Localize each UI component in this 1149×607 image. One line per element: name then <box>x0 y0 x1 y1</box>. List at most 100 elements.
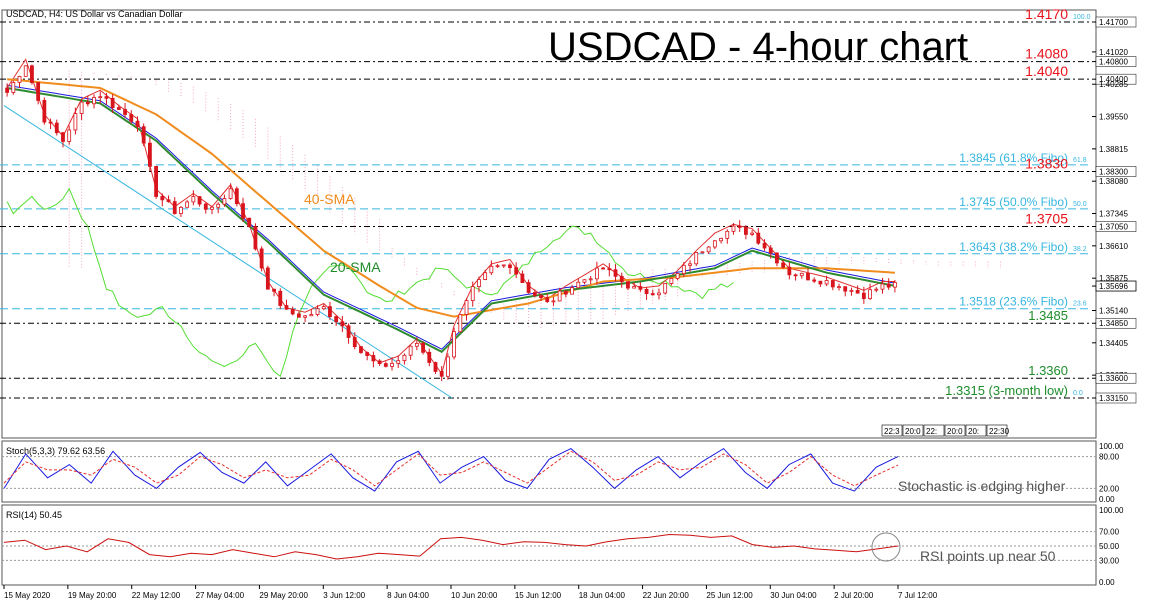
sma40-line <box>7 78 895 318</box>
fibo-pct-3: 61.8 <box>1073 157 1087 164</box>
candle-body <box>837 286 841 289</box>
level-label-11: 1.3315 (3-month low) <box>945 383 1068 398</box>
candle-body <box>265 267 270 290</box>
candle-body <box>539 295 543 298</box>
candle-body <box>160 196 165 201</box>
candle-body <box>806 272 810 281</box>
candle-body <box>675 273 680 279</box>
kijun-sen-line <box>7 84 895 350</box>
candle-body <box>706 246 711 253</box>
sma40-label: 40-SMA <box>304 191 355 207</box>
candle-body <box>632 286 637 289</box>
candle-body <box>855 290 860 294</box>
x-axis-label: 22 Jun 20:00 <box>643 591 690 600</box>
stoch-panel-frame <box>1 440 1097 503</box>
rsi-axis-label: 100.00 <box>1099 506 1124 515</box>
candle-body <box>557 290 562 302</box>
candle-body <box>321 306 326 310</box>
candle-body <box>644 288 649 294</box>
chart-title: USDCAD - 4-hour chart <box>548 25 968 69</box>
rsi-title: RSI(14) 50.45 <box>6 510 62 520</box>
fibo-pct-8: 23.6 <box>1073 301 1087 308</box>
time-marker-label: 20:0 <box>905 427 921 436</box>
candle-body <box>104 96 109 99</box>
candle-body <box>762 242 767 249</box>
chikou-span-line <box>6 187 734 378</box>
x-axis-label: 3 Jun 12:00 <box>323 591 365 600</box>
candle-body <box>179 206 183 214</box>
candle-body <box>340 321 345 327</box>
candle-body <box>626 281 630 289</box>
candle-body <box>489 265 494 274</box>
candle-body <box>818 280 823 285</box>
candle-body <box>514 267 519 275</box>
candle-body <box>98 96 103 99</box>
candle-body <box>532 292 537 296</box>
time-marker-box <box>902 424 924 437</box>
stoch-signal-line <box>3 450 899 487</box>
candle-body <box>619 275 624 283</box>
x-axis-label: 15 Jun 12:00 <box>515 591 562 600</box>
candle-body <box>601 267 606 270</box>
candle-body <box>172 201 177 214</box>
candle-body <box>61 132 65 142</box>
candle-body <box>545 297 550 302</box>
candle-body <box>694 252 699 265</box>
candle-body <box>5 87 10 93</box>
candle-body <box>365 352 370 356</box>
time-marker-label: 22: <box>926 427 937 436</box>
candle-body <box>328 306 332 317</box>
sma20-line <box>6 87 896 354</box>
level-label-0: 1.4170 <box>1025 6 1068 22</box>
candle-body <box>116 107 121 110</box>
rsi-panel-frame <box>1 504 1097 586</box>
candle-body <box>861 292 866 299</box>
candle-body <box>768 247 773 254</box>
candle-body <box>681 264 686 274</box>
candle-body <box>272 288 276 292</box>
level-label-3: 1.3845 (61.8% Fibo) <box>959 151 1068 165</box>
candle-body <box>371 355 376 362</box>
candle-body <box>334 316 339 323</box>
candle-body <box>799 272 804 277</box>
candle-body <box>234 188 239 205</box>
candle-body <box>141 126 146 144</box>
stoch-axis-label: 80.00 <box>1099 453 1120 462</box>
candle-body <box>241 203 245 219</box>
rsi-line <box>3 533 899 560</box>
level-label-9: 1.3485 <box>1028 308 1068 323</box>
x-axis-label: 2 Jul 20:00 <box>834 591 874 600</box>
candle-body <box>737 225 742 228</box>
price-axis-label: 1.35140 <box>1099 306 1128 315</box>
candle-body <box>67 129 72 142</box>
candle-body <box>123 109 127 115</box>
candle-body <box>477 279 481 287</box>
candle-body <box>750 232 755 235</box>
candle-body <box>48 121 53 124</box>
fibo-pct-5: 50.0 <box>1073 201 1087 208</box>
candle-body <box>700 251 705 254</box>
stoch-axis-label: 0.00 <box>1099 495 1115 504</box>
candle-body <box>17 75 22 83</box>
level-label-2: 1.4040 <box>1025 63 1068 79</box>
candle-body <box>92 97 96 105</box>
candle-body <box>390 362 394 367</box>
candle-body <box>582 279 587 283</box>
fibo-pct-11: 0.0 <box>1073 390 1083 397</box>
candle-body <box>594 267 599 280</box>
candle-body <box>185 201 190 208</box>
rsi-axis-label: 70.00 <box>1099 528 1120 537</box>
rsi-axis-label: 30.00 <box>1099 556 1120 565</box>
price-axis-label: 1.41020 <box>1099 48 1128 57</box>
symbol-info: USDCAD, H4: US Dollar vs Canadian Dollar <box>6 9 183 19</box>
candle-body <box>570 287 574 295</box>
candle-body <box>290 308 295 315</box>
x-axis-label: 15 May 2020 <box>4 591 51 600</box>
candle-body <box>147 142 152 167</box>
candle-body <box>812 279 817 282</box>
candle-body <box>781 262 786 268</box>
candle-body <box>439 371 444 377</box>
candle-body <box>278 290 283 306</box>
time-marker-box <box>923 424 945 437</box>
price-axis-label: 1.37050 <box>1099 222 1128 231</box>
